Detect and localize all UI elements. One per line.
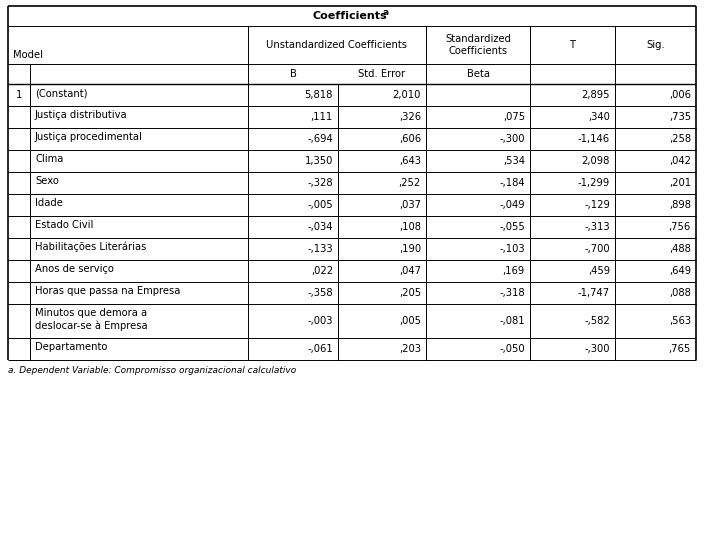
Text: ,326: ,326 xyxy=(399,112,421,122)
Text: -,694: -,694 xyxy=(307,134,333,144)
Text: Habilitações Literárias: Habilitações Literárias xyxy=(35,242,146,252)
Text: -,049: -,049 xyxy=(499,200,525,210)
Text: Horas que passa na Empresa: Horas que passa na Empresa xyxy=(35,286,180,296)
Text: ,075: ,075 xyxy=(503,112,525,122)
Text: B: B xyxy=(289,69,296,79)
Text: -,184: -,184 xyxy=(499,178,525,188)
Text: 2,895: 2,895 xyxy=(582,90,610,100)
Text: Coefficients: Coefficients xyxy=(313,11,387,21)
Text: a: a xyxy=(383,8,389,17)
Text: -,003: -,003 xyxy=(308,316,333,326)
Text: -,133: -,133 xyxy=(308,244,333,254)
Text: Justiça procedimental: Justiça procedimental xyxy=(35,132,143,142)
Text: ,005: ,005 xyxy=(399,316,421,326)
Text: -,318: -,318 xyxy=(499,288,525,298)
Text: -,700: -,700 xyxy=(584,244,610,254)
Text: ,037: ,037 xyxy=(399,200,421,210)
Text: Unstandardized Coefficients: Unstandardized Coefficients xyxy=(267,40,408,50)
Text: -,081: -,081 xyxy=(499,316,525,326)
Text: ,488: ,488 xyxy=(669,244,691,254)
Text: 1,350: 1,350 xyxy=(305,156,333,166)
Text: ,111: ,111 xyxy=(310,112,333,122)
Text: -,061: -,061 xyxy=(307,344,333,354)
Text: Sig.: Sig. xyxy=(646,40,665,50)
Text: (Constant): (Constant) xyxy=(35,88,87,98)
Text: ,898: ,898 xyxy=(669,200,691,210)
Text: Clima: Clima xyxy=(35,154,63,164)
Text: ,735: ,735 xyxy=(669,112,691,122)
Text: -,328: -,328 xyxy=(308,178,333,188)
Text: ,006: ,006 xyxy=(669,90,691,100)
Text: ,459: ,459 xyxy=(588,266,610,276)
Text: -,055: -,055 xyxy=(499,222,525,232)
Text: Estado Civil: Estado Civil xyxy=(35,220,94,230)
Text: T: T xyxy=(570,40,575,50)
Text: Departamento: Departamento xyxy=(35,342,108,352)
Text: -,005: -,005 xyxy=(308,200,333,210)
Text: ,201: ,201 xyxy=(669,178,691,188)
Text: ,190: ,190 xyxy=(399,244,421,254)
Text: -,300: -,300 xyxy=(584,344,610,354)
Text: -,050: -,050 xyxy=(499,344,525,354)
Text: ,258: ,258 xyxy=(669,134,691,144)
Text: -,582: -,582 xyxy=(584,316,610,326)
Text: 1: 1 xyxy=(15,90,23,100)
Text: ,534: ,534 xyxy=(503,156,525,166)
Text: -1,299: -1,299 xyxy=(578,178,610,188)
Text: ,088: ,088 xyxy=(669,288,691,298)
Text: Minutos que demora a
deslocar-se à Empresa: Minutos que demora a deslocar-se à Empre… xyxy=(35,308,148,331)
Text: 2,098: 2,098 xyxy=(582,156,610,166)
Text: a. Dependent Variable: Compromisso organizacional calculativo: a. Dependent Variable: Compromisso organ… xyxy=(8,366,296,375)
Text: ,606: ,606 xyxy=(399,134,421,144)
Text: ,203: ,203 xyxy=(399,344,421,354)
Text: ,108: ,108 xyxy=(399,222,421,232)
Text: -,358: -,358 xyxy=(308,288,333,298)
Text: Idade: Idade xyxy=(35,198,63,208)
Text: Anos de serviço: Anos de serviço xyxy=(35,264,114,274)
Text: 2,010: 2,010 xyxy=(393,90,421,100)
Text: -1,747: -1,747 xyxy=(578,288,610,298)
Text: Sexo: Sexo xyxy=(35,176,59,186)
Text: ,169: ,169 xyxy=(503,266,525,276)
Text: -,034: -,034 xyxy=(308,222,333,232)
Text: ,765: ,765 xyxy=(669,344,691,354)
Text: ,643: ,643 xyxy=(399,156,421,166)
Text: 5,818: 5,818 xyxy=(305,90,333,100)
Text: ,042: ,042 xyxy=(669,156,691,166)
Text: Standardized
Coefficients: Standardized Coefficients xyxy=(445,34,511,56)
Text: ,047: ,047 xyxy=(399,266,421,276)
Text: -,313: -,313 xyxy=(584,222,610,232)
Text: -,300: -,300 xyxy=(500,134,525,144)
Text: ,022: ,022 xyxy=(311,266,333,276)
Text: Beta: Beta xyxy=(467,69,489,79)
Text: ,649: ,649 xyxy=(669,266,691,276)
Text: ,563: ,563 xyxy=(669,316,691,326)
Text: -,103: -,103 xyxy=(499,244,525,254)
Text: -1,146: -1,146 xyxy=(578,134,610,144)
Text: ,340: ,340 xyxy=(588,112,610,122)
Text: ,756: ,756 xyxy=(669,222,691,232)
Text: ,205: ,205 xyxy=(399,288,421,298)
Text: ,252: ,252 xyxy=(398,178,421,188)
Text: -,129: -,129 xyxy=(584,200,610,210)
Text: Model: Model xyxy=(13,50,43,60)
Text: Justiça distributiva: Justiça distributiva xyxy=(35,110,127,120)
Text: Std. Error: Std. Error xyxy=(358,69,406,79)
